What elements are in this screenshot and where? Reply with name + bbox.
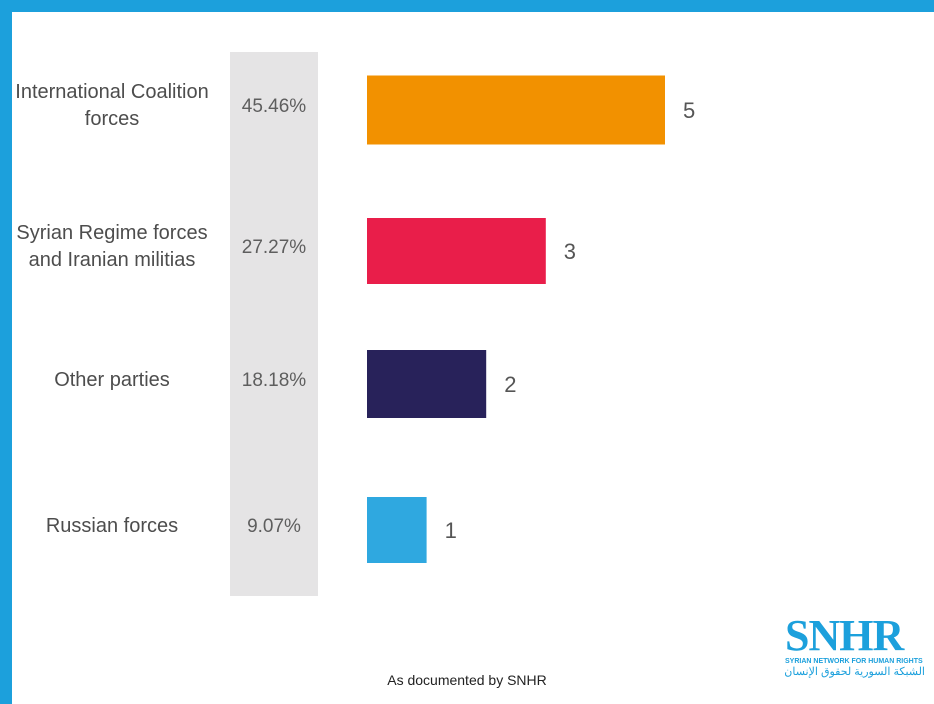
category-label: International Coalition forces xyxy=(0,79,224,133)
category-label-line: forces xyxy=(84,108,140,130)
bar xyxy=(367,350,487,418)
category-label: Russian forces xyxy=(0,513,224,540)
category-label-line: and Iranian militias xyxy=(28,249,196,271)
snhr-logo: SNHR SYRIAN NETWORK FOR HUMAN RIGHTS الش… xyxy=(784,611,925,692)
logo-english-name: SYRIAN NETWORK FOR HUMAN RIGHTS xyxy=(785,658,923,665)
percentage-label: 9.07% xyxy=(247,516,301,537)
logo-letters: SNHR xyxy=(785,611,904,660)
logo-arabic-name: الشبكة السورية لحقوق الإنسان xyxy=(784,666,925,678)
bar xyxy=(367,75,665,145)
value-label: 5 xyxy=(683,98,695,123)
value-label: 2 xyxy=(504,372,516,397)
category-label-line: Syrian Regime forces xyxy=(16,222,208,244)
category-label: Syrian Regime forces and Iranian militias xyxy=(0,220,224,274)
source-note: As documented by SNHR xyxy=(387,672,547,688)
category-label: Other parties xyxy=(0,367,224,394)
value-label: 1 xyxy=(445,518,457,543)
bar xyxy=(367,497,427,563)
percentage-label: 27.27% xyxy=(241,237,307,258)
percentage-label: 18.18% xyxy=(241,370,307,391)
value-label: 3 xyxy=(564,239,576,264)
category-label-line: International Coalition xyxy=(15,81,209,103)
bar xyxy=(367,218,546,284)
category-label-line: Russian forces xyxy=(45,514,179,537)
category-label-line: Other parties xyxy=(54,368,170,391)
percentage-column xyxy=(230,52,318,596)
percentage-label: 45.46% xyxy=(241,96,307,117)
